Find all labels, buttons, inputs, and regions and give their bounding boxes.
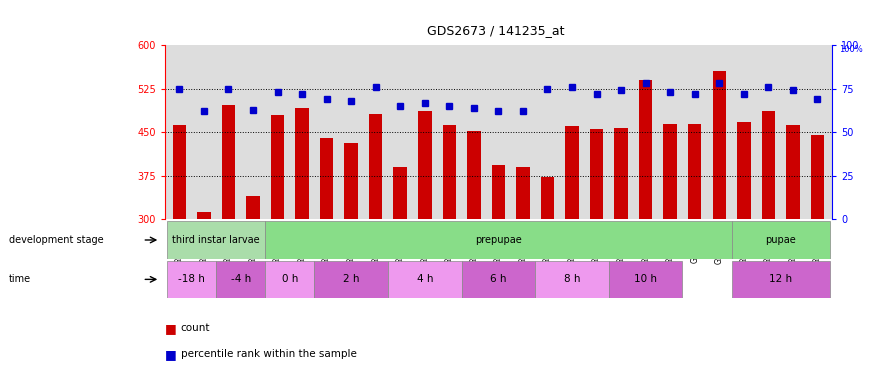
Bar [388,261,462,298]
Bar [247,195,260,219]
Bar [462,261,535,298]
Bar [535,261,609,298]
Bar [295,108,309,219]
Bar [786,124,799,219]
Text: 100%: 100% [839,45,862,54]
Bar [663,124,677,219]
Text: -4 h: -4 h [231,274,251,284]
Bar [418,111,432,219]
Bar [516,167,530,219]
Text: 10 h: 10 h [635,274,657,284]
Text: time: time [9,274,31,284]
Text: third instar larvae: third instar larvae [173,235,260,245]
Bar [344,142,358,219]
Text: 2 h: 2 h [343,274,360,284]
Text: 6 h: 6 h [490,274,506,284]
Text: 8 h: 8 h [563,274,580,284]
Text: ■: ■ [165,348,176,361]
Bar [467,131,481,219]
Bar [216,261,265,298]
Text: pupae: pupae [765,235,796,245]
Bar [222,105,235,219]
Bar [737,122,750,219]
Bar [271,115,284,219]
Bar [762,111,775,219]
Text: 12 h: 12 h [769,274,792,284]
Text: 4 h: 4 h [417,274,433,284]
Bar [639,80,652,219]
Bar [393,167,407,219]
Bar [198,212,211,219]
Text: development stage: development stage [9,235,103,245]
Bar [442,124,456,219]
Bar [265,261,314,298]
Text: count: count [181,323,210,333]
Bar [491,165,506,219]
Bar [609,261,683,298]
Bar [811,135,824,219]
Bar [713,71,726,219]
Text: -18 h: -18 h [178,274,205,284]
Bar [173,124,186,219]
Bar [590,129,603,219]
Bar [369,114,383,219]
Bar [541,177,554,219]
Bar [614,128,627,219]
Bar [167,221,265,259]
Bar [688,124,701,219]
Bar [732,221,829,259]
Bar [732,261,829,298]
Bar [314,261,388,298]
Bar [565,126,578,219]
Text: prepupae: prepupae [475,235,522,245]
Text: GDS2673 / 141235_at: GDS2673 / 141235_at [427,24,564,38]
Text: ■: ■ [165,322,176,334]
Bar [265,221,732,259]
Text: percentile rank within the sample: percentile rank within the sample [181,350,357,359]
Bar [167,261,216,298]
Bar [320,138,334,219]
Text: 0 h: 0 h [281,274,298,284]
